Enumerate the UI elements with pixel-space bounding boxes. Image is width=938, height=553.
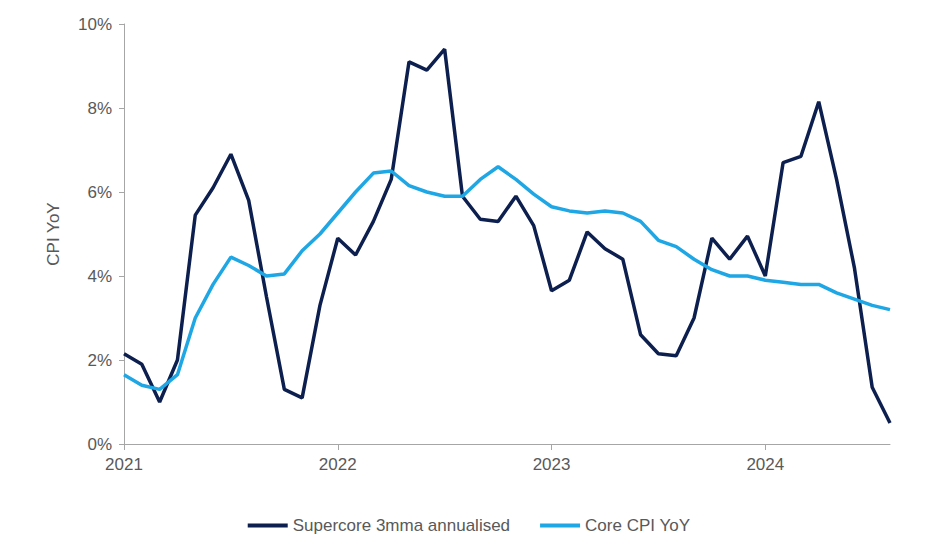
- svg-text:10%: 10%: [78, 15, 112, 34]
- svg-text:2022: 2022: [319, 455, 357, 474]
- svg-text:0%: 0%: [87, 435, 112, 454]
- svg-text:2%: 2%: [87, 351, 112, 370]
- svg-text:CPI YoY: CPI YoY: [44, 202, 63, 265]
- svg-text:Supercore 3mma annualised: Supercore 3mma annualised: [293, 516, 510, 535]
- svg-text:2024: 2024: [746, 455, 784, 474]
- svg-text:4%: 4%: [87, 267, 112, 286]
- svg-text:6%: 6%: [87, 183, 112, 202]
- svg-text:2021: 2021: [105, 455, 143, 474]
- svg-text:Core CPI YoY: Core CPI YoY: [585, 516, 690, 535]
- svg-text:8%: 8%: [87, 99, 112, 118]
- svg-text:2023: 2023: [533, 455, 571, 474]
